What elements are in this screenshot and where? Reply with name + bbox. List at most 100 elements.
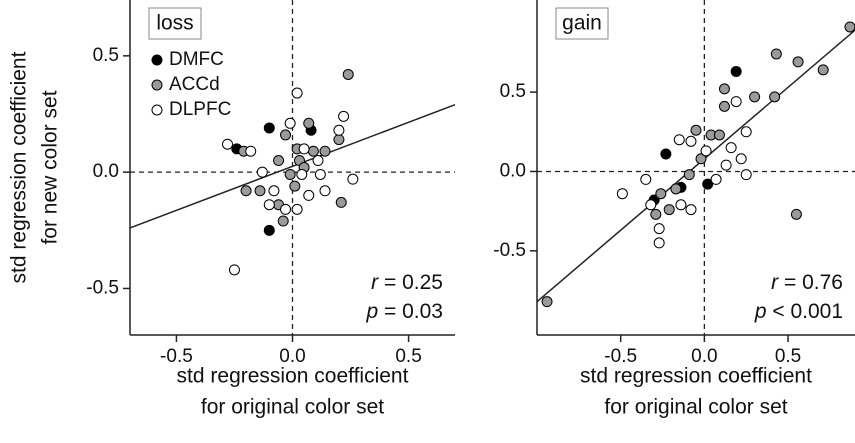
data-point (663, 204, 675, 216)
data-point (335, 196, 347, 208)
data-point (710, 173, 722, 185)
stat-symbol: p (754, 300, 767, 323)
data-point (670, 183, 682, 195)
stat-value: = 0.25 (384, 271, 443, 294)
data-point (690, 124, 702, 136)
data-point (700, 145, 712, 157)
panel-label-box (148, 7, 202, 40)
panel-label-box (555, 7, 609, 40)
data-point (347, 173, 359, 185)
legend-marker (151, 54, 163, 66)
data-point (254, 185, 266, 197)
data-point (655, 188, 667, 200)
data-point (280, 129, 292, 141)
data-point (263, 122, 275, 134)
stat-annotation: r = 0.76 (771, 271, 843, 294)
data-point (790, 208, 802, 220)
x-axis-label: for original color set (201, 396, 384, 419)
stat-value: = 0.76 (784, 271, 843, 294)
data-point (312, 155, 324, 167)
data-point (296, 168, 308, 180)
legend-label: DMFC (169, 49, 224, 70)
data-point (792, 56, 804, 68)
x-axis-label: std regression coefficient (580, 365, 812, 388)
x-tick-label: 0.0 (691, 346, 717, 367)
y-tick-label: 0.0 (93, 161, 119, 182)
data-point (298, 143, 310, 155)
x-tick-label: -0.5 (604, 346, 637, 367)
panel-label: loss (156, 12, 193, 35)
data-point (685, 204, 697, 216)
panel-label: gain (562, 12, 602, 35)
fit-line (129, 103, 456, 229)
stat-annotation: r = 0.25 (371, 271, 443, 294)
data-point (307, 145, 319, 157)
data-point (653, 237, 665, 249)
data-point (245, 145, 257, 157)
data-point (240, 185, 252, 197)
data-point (718, 100, 730, 112)
data-point (740, 126, 752, 138)
data-point (291, 203, 303, 215)
data-point (730, 65, 742, 77)
data-point (333, 134, 345, 146)
data-point (702, 178, 714, 190)
data-point (673, 134, 685, 146)
data-point (718, 83, 730, 95)
x-tick-label: -0.5 (160, 346, 193, 367)
data-point (280, 203, 292, 215)
data-point (730, 96, 742, 108)
data-point (333, 124, 345, 136)
stat-symbol: r (771, 271, 779, 294)
data-point (228, 264, 240, 276)
x-tick-label: 0.5 (775, 346, 801, 367)
data-point (844, 21, 855, 33)
data-point (289, 180, 301, 192)
data-point (740, 169, 752, 181)
data-point (769, 91, 781, 103)
stat-annotation: p = 0.03 (365, 300, 443, 323)
data-point (725, 142, 737, 154)
legend-marker (151, 79, 163, 91)
data-point (645, 199, 657, 211)
y-axis-label: for new color set (39, 90, 62, 244)
y-axis-label: std regression coefficient (8, 51, 31, 283)
y-tick-label: -0.5 (86, 277, 119, 298)
stat-value: = 0.03 (384, 300, 443, 323)
data-point (735, 153, 747, 165)
data-point (720, 159, 732, 171)
stat-symbol: r (371, 271, 379, 294)
data-point (685, 135, 697, 147)
data-point (284, 168, 296, 180)
data-point (338, 110, 350, 122)
data-point (277, 215, 289, 227)
data-point (273, 155, 285, 167)
x-axis-label: for original color set (604, 396, 787, 419)
data-point (650, 208, 662, 220)
data-point (319, 145, 331, 157)
data-point (713, 129, 725, 141)
data-point (770, 48, 782, 60)
data-point (314, 168, 326, 180)
legend-label: DLPFC (169, 99, 231, 120)
data-point (303, 189, 315, 201)
data-point (817, 64, 829, 76)
y-tick-label: 0.5 (500, 81, 526, 102)
data-point (268, 185, 280, 197)
y-tick-label: 0.0 (500, 160, 526, 181)
legend-marker (151, 104, 163, 116)
data-point (222, 138, 233, 150)
data-point (303, 117, 315, 129)
x-tick-label: 0.0 (279, 346, 305, 367)
y-tick-label: 0.5 (93, 45, 119, 66)
data-point (683, 169, 695, 181)
stat-annotation: p < 0.001 (754, 300, 843, 323)
x-tick-label: 0.5 (395, 346, 421, 367)
data-point (541, 296, 553, 308)
data-point (695, 153, 707, 165)
legend-label: ACCd (169, 74, 220, 95)
data-point (749, 91, 761, 103)
data-point (616, 188, 628, 200)
data-point (263, 224, 275, 236)
y-tick-label: -0.5 (493, 240, 526, 261)
